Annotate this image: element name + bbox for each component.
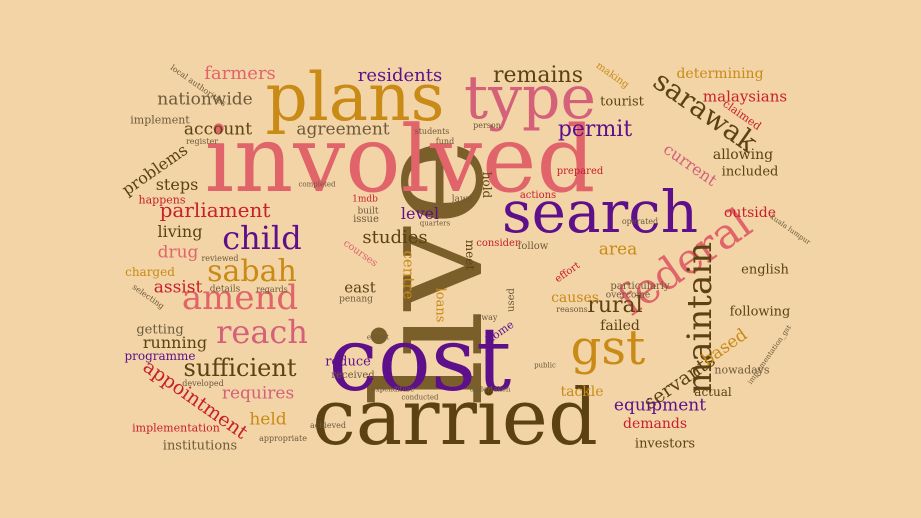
word-account: account [183, 119, 253, 140]
word-charged: charged [125, 265, 175, 279]
word-fund: fund [435, 137, 455, 146]
word-quarters: quarters [419, 219, 451, 228]
word-operated: operated [621, 217, 659, 226]
word-details: details [209, 284, 241, 295]
word-implement: implement [130, 113, 190, 127]
word-requires: requires [221, 383, 295, 404]
word-demands: demands [622, 416, 688, 432]
word-tackle: tackle [560, 384, 604, 400]
word-plans: plans [265, 59, 445, 136]
word-permit: permit [557, 117, 633, 142]
word-causes: causes [551, 290, 599, 306]
word-kuala-lumpur: kuala lumpur [768, 212, 812, 247]
word-hold: hold [480, 171, 494, 199]
word-drug: drug [157, 242, 199, 263]
word-effort: effort [553, 260, 583, 286]
word-students: students [414, 127, 450, 136]
word-conducted: conducted [401, 393, 439, 402]
word-allowing: allowing [712, 147, 774, 163]
word-nationwide: nationwide [157, 89, 253, 110]
word-reasons: reasons [556, 305, 588, 314]
word-sabah: sabah [207, 254, 297, 289]
word-investors: investors [634, 436, 696, 452]
word-remains: remains [492, 63, 584, 88]
word-used: used [506, 288, 517, 312]
word-particularly: particularly [610, 281, 670, 292]
word-assist: assist [153, 277, 203, 298]
word-1mdb: 1mdb [352, 194, 378, 205]
word-person: person [473, 121, 501, 130]
word-away: away [476, 313, 498, 322]
word-reduce: reduce [325, 354, 371, 370]
word-register: register [185, 137, 219, 146]
word-agreement: agreement [296, 119, 390, 140]
word-programme: programme [124, 349, 196, 363]
word-search: search [501, 178, 699, 246]
word-issue: issue [353, 214, 379, 225]
word-english: english [741, 262, 789, 278]
word-developed: developed [182, 379, 224, 388]
word-following: following [729, 304, 791, 320]
word-carried: carried [312, 373, 598, 463]
word-implementation-gst: implementation_gst [746, 323, 793, 386]
word-determining: determining [676, 66, 764, 82]
word-institutions: institutions [162, 438, 238, 454]
word-reach: reach [216, 313, 308, 351]
word-getting: getting [136, 322, 184, 338]
word-parliament: parliament [159, 198, 271, 222]
word-sufficient: sufficient [183, 354, 297, 382]
word-area: area [598, 239, 638, 260]
word-actual: actual [694, 385, 732, 399]
word-held: held [249, 409, 287, 430]
word-included: included [721, 164, 779, 180]
word-involved: involved [204, 106, 596, 213]
word-type: type [464, 63, 596, 133]
word-loans: loans [432, 287, 448, 323]
word-living: living [157, 222, 203, 241]
word-completed: completed [298, 180, 336, 189]
word-built: built [357, 206, 379, 217]
word-meet: meet [463, 239, 477, 271]
word-equipment: equipment [613, 395, 707, 416]
word-regards: regards [256, 285, 288, 294]
word-studies: studies [362, 227, 428, 248]
word-happens: happens [138, 193, 186, 207]
word-expenditure: expenditure [371, 385, 415, 394]
word-amend: amend [181, 278, 299, 318]
word-level: level [400, 204, 440, 223]
word-outside: outside [724, 205, 776, 221]
word-running: running [142, 333, 208, 352]
word-cost: cost [328, 308, 512, 411]
word-reviewed: reviewed [201, 254, 239, 263]
word-overcome: overcome [605, 290, 651, 301]
word-undertaken: undertaken [469, 385, 511, 394]
word-consider: consider [476, 238, 520, 249]
word-malaysians: malaysians [702, 87, 788, 106]
word-residents: residents [357, 65, 443, 86]
word-extent: extent [366, 333, 390, 342]
word-received: received [331, 370, 375, 381]
word-making: making [593, 60, 631, 91]
word-actions: actions [519, 190, 557, 201]
word-child: child [222, 219, 302, 257]
word-failed: failed [600, 318, 640, 334]
word-steps: steps [155, 175, 199, 194]
word-penang: penang [339, 294, 373, 305]
word-achieved: achieved [309, 421, 347, 430]
word-farmers: farmers [204, 63, 276, 84]
word-tourist: tourist [600, 94, 644, 110]
word-rural: rural [587, 293, 643, 318]
word-east: east [344, 278, 376, 297]
word-centre: centre [399, 250, 418, 300]
word-follow: follow [517, 241, 549, 252]
word-appropriate: appropriate [259, 434, 307, 443]
word-laws: laws [451, 194, 473, 205]
word-gst: gst [570, 320, 646, 376]
word-nowadays: nowadays [714, 363, 770, 377]
word-prepared: prepared [556, 166, 604, 177]
word-public: public [534, 361, 556, 370]
word-implementation: implementation [132, 421, 220, 435]
